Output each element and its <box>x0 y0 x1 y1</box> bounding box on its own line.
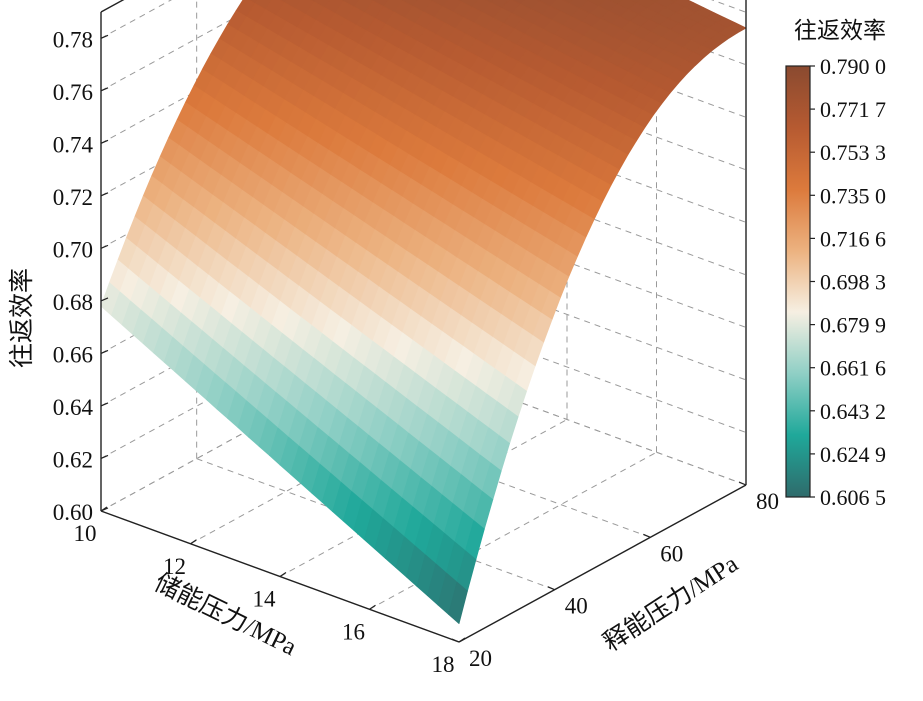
z-tick-mark <box>100 244 109 249</box>
z-tick-label: 0.64 <box>53 395 94 420</box>
z-tick-label: 0.76 <box>53 80 93 105</box>
z-tick-label: 0.70 <box>53 237 93 262</box>
z-tick-mark <box>100 454 109 460</box>
x-tick-label: 18 <box>432 652 455 677</box>
x-tick-mark <box>190 539 197 545</box>
y-axis-line <box>458 484 747 643</box>
grid-z-back <box>387 301 747 433</box>
z-tick-label: 0.60 <box>53 500 93 525</box>
z-tick-mark <box>100 402 109 407</box>
x-tick-label: 12 <box>163 554 186 579</box>
z-tick-label: 0.68 <box>53 290 93 315</box>
x-tick-label: 14 <box>253 587 277 612</box>
z-tick-label: 0.72 <box>53 185 93 210</box>
z-tick-mark <box>100 139 109 144</box>
z-tick-mark <box>100 192 109 197</box>
colorbar-tick-label: 0.643 2 <box>820 399 886 424</box>
z-tick-mark <box>100 349 109 354</box>
z-tick-label: 0.62 <box>53 448 93 473</box>
x-tick-mark <box>279 572 287 577</box>
z-axis-label: 往返效率 <box>8 268 36 368</box>
colorbar-tick-label: 0.735 0 <box>820 183 886 208</box>
x-tick-mark <box>100 506 108 512</box>
axis-lines <box>100 0 747 643</box>
colorbar-tick-label: 0.624 9 <box>820 442 886 467</box>
colorbar-tick-label: 0.661 6 <box>820 356 886 381</box>
z-tick-label: 0.78 <box>53 27 93 52</box>
x-tick-mark <box>369 604 376 610</box>
colorbar-tick-label: 0.606 5 <box>820 485 886 510</box>
y-tick-label: 40 <box>565 594 588 619</box>
x-tick-label: 10 <box>74 521 97 546</box>
colorbar: 往返效率 0.790 0 0.771 7 0.753 3 0.735 0 0.716 6… <box>785 18 886 510</box>
colorbar-tick-label: 0.679 9 <box>820 313 886 338</box>
colorbar-tick-label: 0.771 7 <box>820 97 886 122</box>
x-tick-mark <box>458 637 466 643</box>
z-tick-label: 0.66 <box>53 342 93 367</box>
x-tick-label: 16 <box>342 619 365 644</box>
colorbar-tick-label: 0.753 3 <box>820 140 886 165</box>
colorbar-title: 往返效率 <box>794 18 886 43</box>
y-tick-label: 80 <box>756 489 779 514</box>
grid-y-floor <box>387 353 747 486</box>
colorbar-tick-label: 0.716 6 <box>820 226 886 251</box>
grid-z-back <box>387 248 747 381</box>
colorbar-bar <box>785 65 811 498</box>
colorbar-tick-label: 0.698 3 <box>820 270 886 295</box>
surface-patch <box>448 581 468 624</box>
colorbar-ticks: 0.790 0 0.771 7 0.753 3 0.735 0 0.716 6 0.698… <box>810 54 886 510</box>
y-tick-mark <box>547 586 555 591</box>
y-tick-mark <box>643 533 651 538</box>
z-tick-mark <box>100 34 109 39</box>
x-axis-label: 储能压力/MPa <box>150 568 301 661</box>
surface-mesh <box>100 0 747 624</box>
y-tick-mark <box>451 638 460 643</box>
z-tick-label: 0.74 <box>53 132 94 157</box>
y-tick-mark <box>738 481 747 486</box>
z-tick-mark <box>100 87 109 92</box>
z-tick-mark <box>100 297 109 302</box>
y-tick-label: 20 <box>469 646 492 671</box>
tick-labels: 0.60 0.62 0.64 0.66 0.68 0.70 0.72 0.74 0.76 0.78… <box>53 27 779 677</box>
y-tick-label: 60 <box>660 541 683 566</box>
colorbar-tick-label: 0.790 0 <box>820 54 886 79</box>
